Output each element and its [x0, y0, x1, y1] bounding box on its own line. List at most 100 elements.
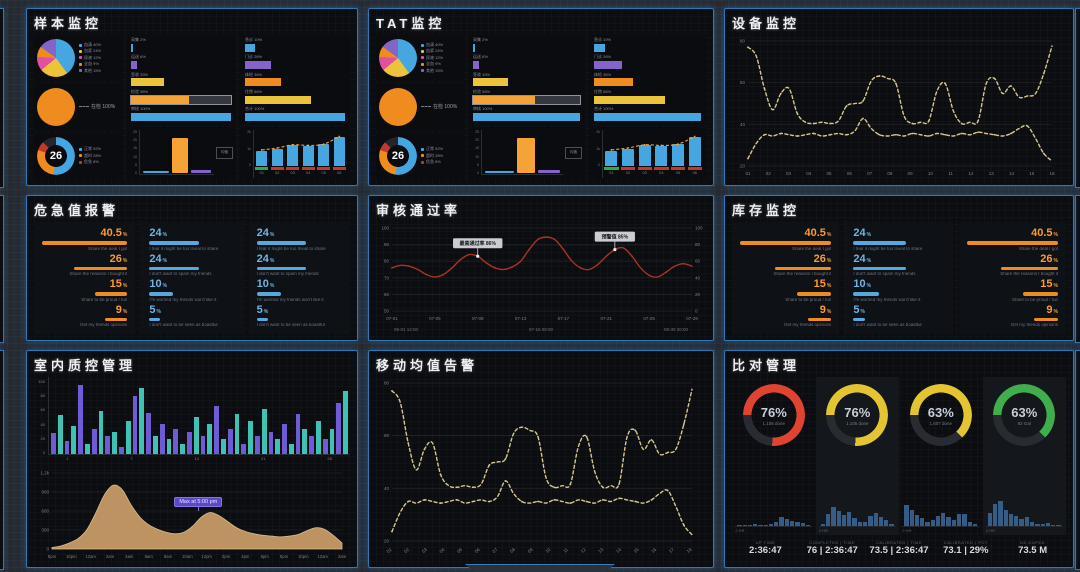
comparison-gauge-board[interactable]: 76% 1,105 done 2 HR 76% 1,105 done 2 HR 63% 1,6… [732, 377, 1066, 561]
hbar-row: 签收 33% [473, 71, 580, 87]
qc-area-chart[interactable]: 1.2k 900 600 300 0 8pm 10pm 12am 2am 4am 6am 8am 10a… [34, 469, 350, 561]
device-line-chart[interactable]: 80 60 40 20 01 02 03 04 05 06 07 08 09 10 11 12 13 14 15 16 [732, 35, 1066, 179]
stat-label: Share the reasons I bought it [773, 272, 832, 277]
stat-bar-track [256, 241, 342, 245]
pie-box [37, 88, 75, 126]
tat-type-pie-chart[interactable]: 血清 40% 血浆 24% 尿液 12% 全血 9% 其他 15% [376, 35, 464, 81]
y-tick: 80 [40, 393, 45, 399]
histogram-bar [857, 521, 862, 526]
tat-mini-bar-chart[interactable]: 25 20 15 10 5 0 均值 [468, 127, 585, 179]
sample-middle-column: 采集 2% 运送 6% 签收 33% 检验 58% 审核 100% 25 20 15 10 5 0… [126, 35, 236, 179]
frame-edge-right-1 [1075, 8, 1080, 188]
stat-bar-track [853, 292, 944, 296]
hbar-track [245, 112, 345, 121]
panel-critical-alarm: 危急值报警 40.5% Share the deal I got 26% Share … [26, 195, 358, 341]
x-tick: 05 [675, 170, 681, 175]
qc-bar [261, 409, 267, 454]
histogram-bar [826, 514, 831, 526]
sample-right-column: 急诊 10% 门诊 26% 体检 36% 住院 66% 合计 100% 2k 1k 0 01 0… [240, 35, 350, 179]
stat-bar [1001, 266, 1058, 271]
hbar [131, 43, 133, 52]
trend-bar-cell: 04 [653, 130, 670, 178]
stat-bar [42, 241, 128, 245]
pie-legend-item: 超时 28% [421, 153, 443, 159]
stat-value: 5% [853, 303, 865, 316]
stat-item: 15% Share to be proud / fun [967, 279, 1058, 302]
y-tick: 0 [477, 170, 479, 175]
stat-label: I fear it might be too trivial to share [149, 246, 219, 251]
sample-type-pie-chart[interactable]: 血清 40% 血浆 24% 尿液 12% 全血 9% 其他 15% [34, 35, 122, 81]
trend-bar [655, 146, 668, 166]
trend-bar-cell: 02 [620, 130, 637, 178]
hbar [245, 61, 271, 70]
svg-text:4pm: 4pm [241, 554, 250, 559]
legend-dot [421, 50, 424, 54]
sample-mini-bar-chart[interactable]: 25 20 15 10 5 0 均值 [126, 127, 236, 179]
svg-text:12: 12 [968, 171, 974, 176]
qc-bar [282, 424, 287, 454]
qc-bar [64, 440, 70, 454]
trend-bar [605, 151, 618, 166]
y-tick: 0 [249, 163, 251, 167]
pie-legend-item: 全血 9% [79, 61, 101, 67]
pie-legend: 正常 52% 超时 28% 危急 8% [421, 146, 443, 165]
tat-dept-bar-chart[interactable]: 急诊 10% 门诊 26% 体检 36% 住院 66% 合计 100% [589, 35, 706, 124]
svg-text:40: 40 [740, 122, 746, 127]
critical-stat-columns[interactable]: 40.5% Share the deal I got 26% Share the re… [34, 222, 350, 334]
hbar-row: 体检 36% [245, 72, 345, 87]
trend-bar-cell: 01 [254, 130, 270, 178]
trend-bar [318, 144, 330, 166]
pie-box: 26 [379, 137, 417, 175]
stat-label: Share the deal I got [88, 246, 128, 251]
inventory-stat-columns[interactable]: 40.5% Share the deal I got 26% Share the re… [732, 222, 1066, 334]
hbar-label: 签收 33% [473, 71, 491, 77]
qc-bar [200, 436, 206, 454]
moving-average-line-chart[interactable]: 80 60 40 20 01 02 03 04 05 06 07 08 09 10 11 12 13 14 15 16… [376, 377, 706, 561]
sample-status-donut-chart[interactable]: 26 正常 52% 超时 28% 危急 8% [34, 133, 122, 179]
qc-bar [132, 395, 138, 454]
histogram-bar [914, 514, 920, 526]
pie-legend-item: 其他 15% [79, 68, 101, 74]
svg-text:60: 60 [695, 259, 701, 264]
audit-line-chart[interactable]: 100 100 90 80 80 60 70 40 60 20 50 0 07-01 07-05 07-09… [376, 222, 706, 334]
trend-bar-base [620, 167, 636, 170]
pie-circle [379, 137, 417, 175]
hbar-label: 运送 6% [131, 54, 146, 60]
svg-text:4am: 4am [125, 554, 134, 559]
tat-stage-bar-chart[interactable]: 采集 2% 运送 6% 签收 33% 检验 58% 审核 100% [468, 35, 585, 124]
hbar [594, 61, 622, 70]
y-tick: 2k [247, 130, 251, 134]
sample-stage-bar-chart[interactable]: 采集 2% 运送 6% 签收 33% 检验 58% 审核 100% [126, 35, 236, 124]
histogram-axis-label: 2 HR [818, 528, 828, 533]
footer-stat-value: 2:36:47 [749, 545, 782, 556]
pie-legend-item: 血清 40% [79, 42, 101, 48]
x-tick: 04 [659, 170, 664, 175]
tat-progress-pie-chart[interactable]: 在检 100% [376, 84, 464, 130]
svg-text:15: 15 [1029, 171, 1035, 176]
gauge-sublabel: 1,105 done [762, 420, 786, 426]
qc-bar [186, 431, 192, 454]
trend-bar [333, 136, 345, 166]
sample-trend-bar-chart[interactable]: 2k 1k 0 01 02 03 04 05 06 [240, 127, 350, 179]
svg-text:07-13: 07-13 [515, 316, 527, 321]
svg-text:07-01: 07-01 [386, 316, 398, 321]
x-tick: 04 [306, 170, 311, 175]
qc-bar [91, 428, 97, 454]
hbar-label: 急诊 10% [594, 37, 612, 42]
stat-value: 26% [813, 252, 832, 265]
pie-legend-item: 正常 52% [79, 146, 101, 152]
histogram-bar [836, 510, 841, 526]
sample-dept-bar-chart[interactable]: 急诊 10% 门诊 26% 体检 36% 住院 66% 合计 100% [240, 35, 350, 124]
svg-text:05: 05 [456, 547, 463, 554]
panel-qc-management: 室内质控管理 100 80 60 40 20 0 1 7 14 21 28 1.2k 900 600 30… [26, 350, 358, 568]
stat-column-blue: 24% I fear it might be too trivial to sha… [248, 222, 350, 334]
stat-value: 24% [853, 227, 872, 239]
legend-dot [421, 148, 424, 152]
qc-bar-chart[interactable]: 100 80 60 40 20 0 1 7 14 21 28 [34, 377, 350, 465]
tat-trend-bar-chart[interactable]: 2k 1k 0 01 02 03 04 05 06 [589, 127, 706, 179]
hbar-row: 门诊 26% [594, 54, 701, 70]
tat-status-donut-chart[interactable]: 26 正常 52% 超时 28% 危急 8% [376, 133, 464, 179]
legend-label: 全血 9% [84, 61, 99, 67]
sample-progress-pie-chart[interactable]: 在检 100% [34, 84, 122, 130]
histogram-bar [930, 520, 935, 526]
